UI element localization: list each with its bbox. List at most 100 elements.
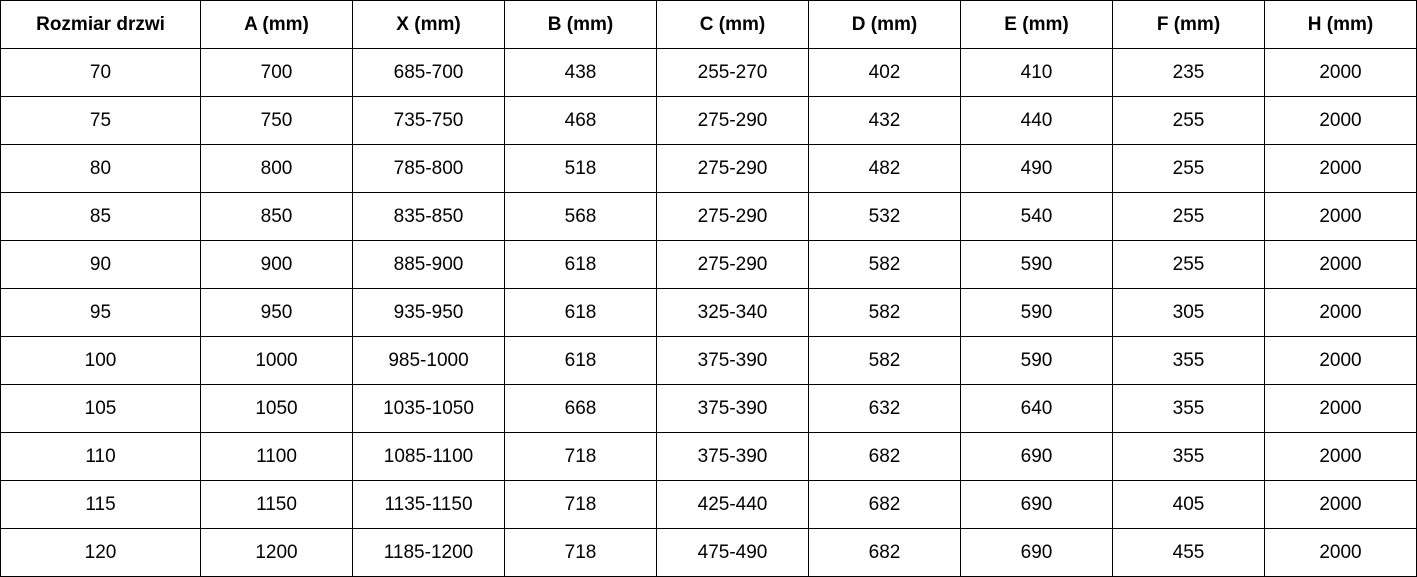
- table-cell: 475-490: [656, 528, 809, 577]
- header-row: Rozmiar drzwi A (mm) X (mm) B (mm) C (mm) D (…: [0, 0, 1417, 49]
- table-cell: 2000: [1264, 288, 1417, 337]
- table-cell: 682: [808, 480, 961, 529]
- table-cell: 800: [200, 144, 353, 193]
- table-cell: 2000: [1264, 240, 1417, 289]
- table-cell: 325-340: [656, 288, 809, 337]
- column-header: A (mm): [200, 0, 353, 49]
- column-header: H (mm): [1264, 0, 1417, 49]
- table-cell: 1135-1150: [352, 480, 505, 529]
- table-cell: 582: [808, 336, 961, 385]
- table-cell: 540: [960, 192, 1113, 241]
- table-cell: 75: [0, 96, 201, 145]
- table-cell: 668: [504, 384, 657, 433]
- table-row: 75 750 735-750 468 275-290 432 440 255 2000: [0, 96, 1417, 145]
- table-cell: 455: [1112, 528, 1265, 577]
- table-cell: 718: [504, 432, 657, 481]
- table-cell: 105: [0, 384, 201, 433]
- table-cell: 305: [1112, 288, 1265, 337]
- table-cell: 590: [960, 288, 1113, 337]
- table-cell: 100: [0, 336, 201, 385]
- table-cell: 582: [808, 288, 961, 337]
- table-cell: 375-390: [656, 384, 809, 433]
- table-cell: 850: [200, 192, 353, 241]
- table-cell: 2000: [1264, 480, 1417, 529]
- table-cell: 2000: [1264, 528, 1417, 577]
- table-cell: 632: [808, 384, 961, 433]
- table-cell: 835-850: [352, 192, 505, 241]
- table-cell: 935-950: [352, 288, 505, 337]
- table-cell: 255: [1112, 192, 1265, 241]
- table-cell: 355: [1112, 432, 1265, 481]
- column-header: Rozmiar drzwi: [0, 0, 201, 49]
- table-cell: 532: [808, 192, 961, 241]
- table-cell: 2000: [1264, 336, 1417, 385]
- table-cell: 110: [0, 432, 201, 481]
- table-cell: 618: [504, 336, 657, 385]
- table-cell: 618: [504, 288, 657, 337]
- table-cell: 255-270: [656, 48, 809, 97]
- table-cell: 275-290: [656, 240, 809, 289]
- table-cell: 1100: [200, 432, 353, 481]
- table-cell: 2000: [1264, 48, 1417, 97]
- table-cell: 375-390: [656, 336, 809, 385]
- table-cell: 785-800: [352, 144, 505, 193]
- table-cell: 255: [1112, 240, 1265, 289]
- table-row: 105 1050 1035-1050 668 375-390 632 640 355 2000: [0, 384, 1417, 433]
- table-cell: 410: [960, 48, 1113, 97]
- table-cell: 582: [808, 240, 961, 289]
- table-cell: 590: [960, 240, 1113, 289]
- table-cell: 375-390: [656, 432, 809, 481]
- table-cell: 355: [1112, 384, 1265, 433]
- table-cell: 402: [808, 48, 961, 97]
- table-cell: 900: [200, 240, 353, 289]
- table-cell: 275-290: [656, 192, 809, 241]
- table-cell: 1050: [200, 384, 353, 433]
- table-body: 70 700 685-700 438 255-270 402 410 235 2000 75 750…: [0, 48, 1417, 577]
- table-cell: 2000: [1264, 192, 1417, 241]
- table-row: 70 700 685-700 438 255-270 402 410 235 2000: [0, 48, 1417, 97]
- table-row: 80 800 785-800 518 275-290 482 490 255 2000: [0, 144, 1417, 193]
- table-cell: 750: [200, 96, 353, 145]
- column-header: C (mm): [656, 0, 809, 49]
- table-cell: 275-290: [656, 144, 809, 193]
- table-cell: 432: [808, 96, 961, 145]
- column-header: B (mm): [504, 0, 657, 49]
- table-cell: 618: [504, 240, 657, 289]
- table-cell: 275-290: [656, 96, 809, 145]
- table-cell: 2000: [1264, 144, 1417, 193]
- table-cell: 2000: [1264, 96, 1417, 145]
- table-row: 85 850 835-850 568 275-290 532 540 255 2000: [0, 192, 1417, 241]
- table-cell: 950: [200, 288, 353, 337]
- column-header: F (mm): [1112, 0, 1265, 49]
- table-cell: 85: [0, 192, 201, 241]
- table-cell: 255: [1112, 144, 1265, 193]
- table-row: 110 1100 1085-1100 718 375-390 682 690 355 2000: [0, 432, 1417, 481]
- table-cell: 690: [960, 480, 1113, 529]
- table-cell: 718: [504, 528, 657, 577]
- table-cell: 735-750: [352, 96, 505, 145]
- table-cell: 115: [0, 480, 201, 529]
- table-row: 95 950 935-950 618 325-340 582 590 305 2000: [0, 288, 1417, 337]
- table-cell: 405: [1112, 480, 1265, 529]
- table-cell: 590: [960, 336, 1113, 385]
- table-cell: 425-440: [656, 480, 809, 529]
- table-cell: 885-900: [352, 240, 505, 289]
- table-cell: 568: [504, 192, 657, 241]
- table-cell: 490: [960, 144, 1113, 193]
- table-cell: 70: [0, 48, 201, 97]
- table-row: 90 900 885-900 618 275-290 582 590 255 2000: [0, 240, 1417, 289]
- table-cell: 985-1000: [352, 336, 505, 385]
- table-cell: 682: [808, 432, 961, 481]
- column-header: X (mm): [352, 0, 505, 49]
- table-cell: 235: [1112, 48, 1265, 97]
- table-cell: 718: [504, 480, 657, 529]
- table-cell: 355: [1112, 336, 1265, 385]
- table-cell: 700: [200, 48, 353, 97]
- table-cell: 690: [960, 528, 1113, 577]
- table-cell: 482: [808, 144, 961, 193]
- table-cell: 120: [0, 528, 201, 577]
- table-cell: 685-700: [352, 48, 505, 97]
- table-cell: 90: [0, 240, 201, 289]
- table-cell: 1035-1050: [352, 384, 505, 433]
